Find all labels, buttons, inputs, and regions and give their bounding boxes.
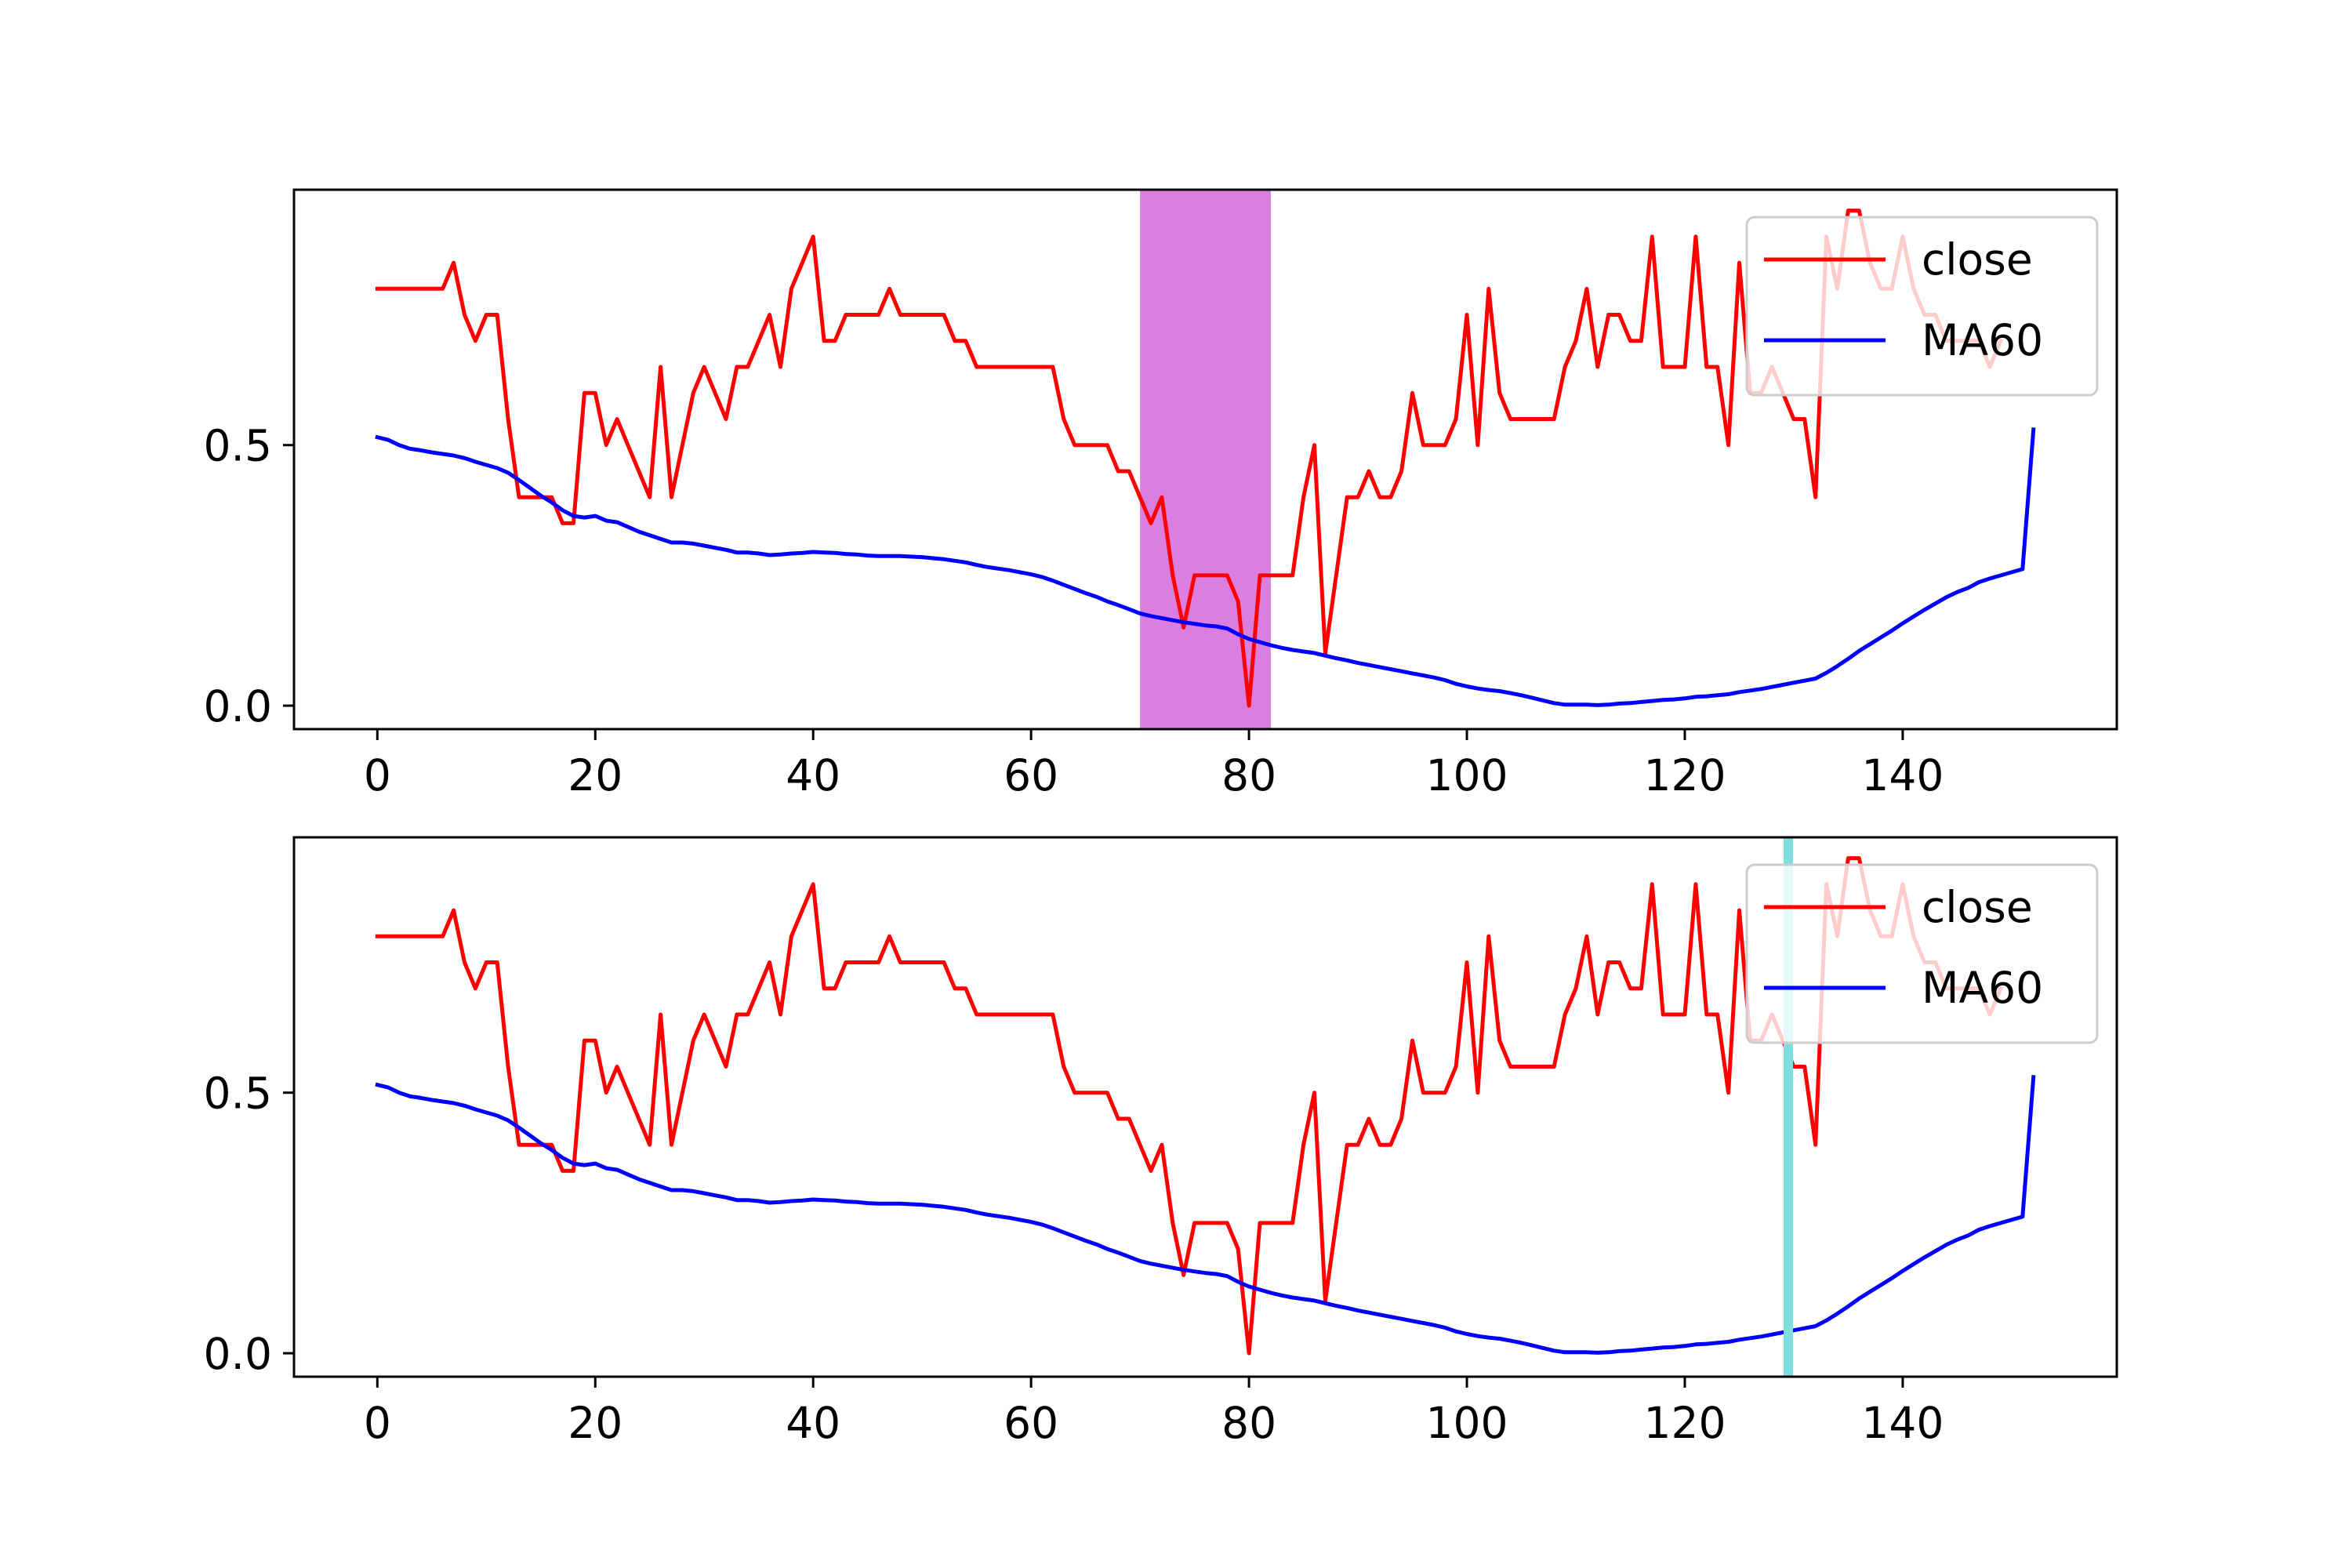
x-tick-label: 140 [1861,1398,1944,1448]
x-axis: 0 20 40 60 80 100 120 140 [364,729,1944,800]
legend-label-close: close [1922,234,2033,285]
series-line-ma60 [375,1075,2036,1355]
legend-label-close: close [1922,882,2033,932]
x-tick-label: 120 [1643,1398,1726,1448]
x-tick-label: 40 [786,750,840,800]
legend: close MA60 [1745,863,2099,1044]
y-tick-label: 0.5 [204,421,272,471]
x-axis: 0 20 40 60 80 100 120 140 [364,1377,1944,1448]
x-tick-label: 20 [568,1398,622,1448]
series-line-ma60 [375,427,2036,707]
legend-label-ma60: MA60 [1922,315,2043,365]
x-tick-label: 80 [1221,1398,1276,1448]
legend-label-ma60: MA60 [1922,963,2043,1013]
chart-panel-bottom: 0 20 40 60 80 100 120 140 0.0 0.5 close MA60 [204,836,2118,1448]
chart-panel-top: 0 20 40 60 80 100 120 140 0.0 0.5 close MA60 [204,188,2118,800]
x-tick-label: 120 [1643,750,1726,800]
y-axis: 0.0 0.5 [204,1069,294,1379]
series-layer [375,209,2036,708]
y-tick-label: 0.0 [204,1329,272,1379]
x-tick-label: 60 [1004,1398,1058,1448]
x-tick-label: 20 [568,750,622,800]
x-tick-label: 40 [786,1398,840,1448]
y-tick-label: 0.5 [204,1069,272,1119]
x-tick-label: 0 [364,750,391,800]
series-line-close [375,209,2004,708]
highlight-layer [1140,190,1271,729]
y-axis: 0.0 0.5 [204,421,294,731]
series-line-close [375,856,2004,1356]
x-tick-label: 60 [1004,750,1058,800]
axes-frame [292,188,2118,731]
x-tick-label: 80 [1221,750,1276,800]
x-tick-label: 100 [1426,1398,1508,1448]
legend-box [1745,863,2099,1044]
x-tick-label: 140 [1861,750,1944,800]
legend-box [1745,216,2099,397]
legend: close MA60 [1745,216,2099,397]
x-tick-label: 100 [1426,750,1508,800]
y-tick-label: 0.0 [204,681,272,731]
highlight-span [1140,190,1271,729]
x-tick-label: 0 [364,1398,391,1448]
axes-frame [292,836,2118,1378]
series-layer [375,856,2036,1356]
